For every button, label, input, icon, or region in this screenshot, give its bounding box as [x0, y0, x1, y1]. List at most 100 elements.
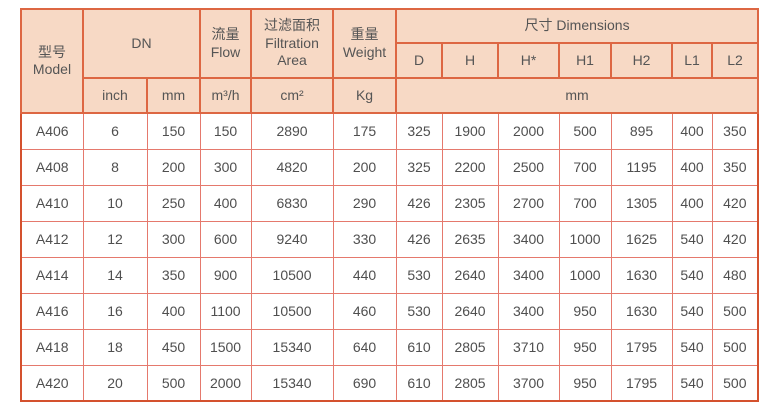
value-cell: 500 [711, 292, 759, 330]
header-flow-zh: 流量 [211, 26, 240, 42]
value-cell: 3700 [497, 364, 560, 402]
value-cell: 530 [395, 256, 443, 294]
value-cell: 950 [558, 292, 612, 330]
table-row: A416 16 400 1100 10500 460 530 2640 3400 950 1630 5… [20, 292, 759, 330]
table-row: A418 18 450 1500 15340 640 610 2805 3710 950 1795 5… [20, 328, 759, 366]
value-cell: 950 [558, 364, 612, 402]
value-cell: 15340 [250, 328, 334, 366]
value-cell: 1900 [441, 112, 499, 150]
value-cell: 10500 [250, 256, 334, 294]
value-cell: 690 [332, 364, 397, 402]
model-cell: A420 [20, 364, 84, 402]
value-cell: 1630 [610, 256, 673, 294]
value-cell: 1795 [610, 364, 673, 402]
value-cell: 1625 [610, 220, 673, 258]
value-cell: 700 [558, 148, 612, 186]
header-model-en: Model [32, 61, 72, 77]
value-cell: 2635 [441, 220, 499, 258]
table-row: A406 6 150 150 2890 175 325 1900 2000 500 895 400 35… [20, 112, 759, 150]
value-cell: 1100 [199, 292, 252, 330]
value-cell: 200 [146, 148, 201, 186]
unit-area: cm² [250, 77, 335, 114]
header-dimensions: 尺寸 Dimensions [395, 8, 760, 44]
value-cell: 540 [671, 292, 713, 330]
unit-weight: Kg [332, 77, 398, 114]
value-cell: 2000 [497, 112, 560, 150]
value-cell: 500 [711, 328, 759, 366]
value-cell: 426 [395, 184, 443, 222]
table-row: A408 8 200 300 4820 200 325 2200 2500 700 1195 400 3… [20, 148, 759, 186]
value-cell: 350 [711, 112, 759, 150]
value-cell: 1500 [199, 328, 252, 366]
table-header: 型号 Model DN 流量 Flow 过滤面积 Filtration Area… [20, 8, 760, 114]
model-cell: A410 [20, 184, 84, 222]
header-weight: 重量 Weight [332, 8, 398, 79]
header-filtration-en2: Area [277, 52, 307, 69]
table-row: A412 12 300 600 9240 330 426 2635 3400 1000 1625 54… [20, 220, 759, 258]
value-cell: 3400 [497, 292, 560, 330]
model-cell: A414 [20, 256, 84, 294]
value-cell: 20 [82, 364, 148, 402]
value-cell: 325 [395, 148, 443, 186]
value-cell: 540 [671, 220, 713, 258]
header-dim-d: D [395, 42, 444, 79]
spec-table: 型号 Model DN 流量 Flow 过滤面积 Filtration Area… [20, 8, 760, 402]
value-cell: 1000 [558, 220, 612, 258]
value-cell: 6830 [250, 184, 334, 222]
header-model-zh: 型号 [38, 43, 66, 60]
unit-inch: inch [82, 77, 148, 114]
header-flow-en: Flow [210, 43, 241, 60]
header-filtration-en1: Filtration [265, 34, 319, 51]
header-dim-h: H [441, 42, 500, 79]
value-cell: 400 [199, 184, 252, 222]
value-cell: 700 [558, 184, 612, 222]
value-cell: 18 [82, 328, 148, 366]
value-cell: 175 [332, 112, 397, 150]
value-cell: 15340 [250, 364, 334, 402]
value-cell: 14 [82, 256, 148, 294]
value-cell: 3400 [497, 256, 560, 294]
value-cell: 6 [82, 112, 148, 150]
header-dim-h2: H2 [610, 42, 674, 79]
value-cell: 540 [671, 256, 713, 294]
value-cell: 300 [146, 220, 201, 258]
value-cell: 330 [332, 220, 397, 258]
value-cell: 2200 [441, 148, 499, 186]
model-cell: A416 [20, 292, 84, 330]
value-cell: 2500 [497, 148, 560, 186]
value-cell: 350 [146, 256, 201, 294]
value-cell: 150 [199, 112, 252, 150]
value-cell: 2700 [497, 184, 560, 222]
spec-table-container: 型号 Model DN 流量 Flow 过滤面积 Filtration Area… [20, 8, 760, 402]
value-cell: 610 [395, 364, 443, 402]
value-cell: 290 [332, 184, 397, 222]
value-cell: 480 [711, 256, 759, 294]
value-cell: 1630 [610, 292, 673, 330]
header-weight-en: Weight [342, 43, 387, 60]
value-cell: 400 [146, 292, 201, 330]
value-cell: 2640 [441, 292, 499, 330]
unit-flow: m³/h [199, 77, 253, 114]
value-cell: 950 [558, 328, 612, 366]
model-cell: A418 [20, 328, 84, 366]
value-cell: 530 [395, 292, 443, 330]
value-cell: 420 [711, 220, 759, 258]
value-cell: 2805 [441, 364, 499, 402]
value-cell: 640 [332, 328, 397, 366]
value-cell: 8 [82, 148, 148, 186]
value-cell: 16 [82, 292, 148, 330]
value-cell: 9240 [250, 220, 334, 258]
value-cell: 150 [146, 112, 201, 150]
value-cell: 900 [199, 256, 252, 294]
value-cell: 450 [146, 328, 201, 366]
value-cell: 200 [332, 148, 397, 186]
value-cell: 420 [711, 184, 759, 222]
header-dim-l1: L1 [671, 42, 714, 79]
value-cell: 2890 [250, 112, 334, 150]
value-cell: 2805 [441, 328, 499, 366]
value-cell: 1795 [610, 328, 673, 366]
value-cell: 1305 [610, 184, 673, 222]
value-cell: 12 [82, 220, 148, 258]
value-cell: 250 [146, 184, 201, 222]
header-dim-hstar: H* [497, 42, 561, 79]
